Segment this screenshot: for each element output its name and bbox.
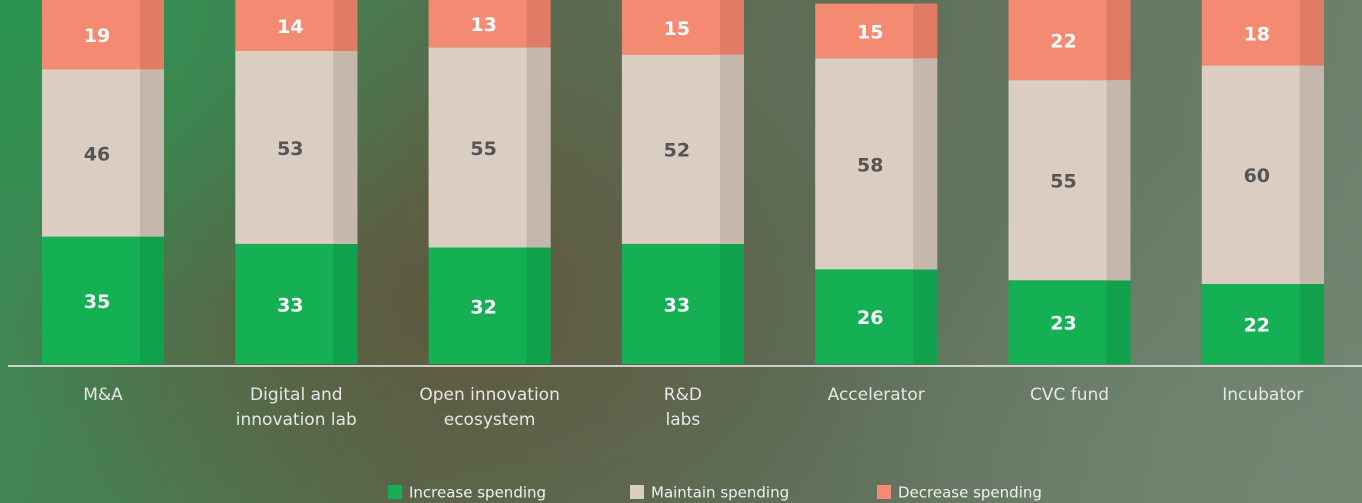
value-label: 13 <box>470 14 496 36</box>
bar-side <box>333 0 358 51</box>
value-label: 15 <box>664 18 690 40</box>
value-label: 19 <box>84 25 110 47</box>
legend-swatch <box>877 485 891 499</box>
bar-side <box>526 47 551 248</box>
value-label: 22 <box>1050 31 1076 53</box>
x-tick-label: M&A <box>83 385 123 405</box>
bar-side <box>526 247 551 364</box>
value-label: 53 <box>277 138 303 160</box>
bar-side <box>333 50 358 244</box>
value-label: 14 <box>277 16 303 38</box>
bar-side <box>140 0 164 70</box>
bar-side <box>719 54 744 244</box>
bar-side <box>913 58 938 270</box>
value-label: 35 <box>84 291 110 313</box>
bar-side <box>1106 280 1131 364</box>
bar-side <box>913 3 938 59</box>
value-label: 18 <box>1244 23 1270 45</box>
bar-side <box>333 243 358 364</box>
x-tick-label: CVC fund <box>1029 385 1110 405</box>
value-label: 58 <box>857 154 883 176</box>
bar-side <box>1299 283 1324 364</box>
x-tick-label: Digital and innovation lab <box>235 385 357 430</box>
value-label: 23 <box>1050 313 1076 335</box>
bar-side <box>140 236 164 364</box>
bar-side <box>526 0 551 48</box>
legend-label: Increase spending <box>409 484 546 502</box>
value-label: 55 <box>1050 171 1076 193</box>
x-tick-label: Incubator <box>1222 385 1304 405</box>
legend-swatch <box>630 485 644 499</box>
value-label: 26 <box>857 307 883 329</box>
value-label: 33 <box>664 294 690 316</box>
value-label: 46 <box>84 143 110 165</box>
bar-side <box>913 269 938 364</box>
value-label: 55 <box>470 138 496 160</box>
legend-label: Maintain spending <box>651 484 789 502</box>
bar-side <box>140 69 164 237</box>
x-tick-label: R&D labs <box>663 385 702 430</box>
bar-side <box>1106 0 1131 81</box>
bar-side <box>719 0 744 55</box>
value-label: 33 <box>277 294 303 316</box>
legend-swatch <box>388 485 402 499</box>
bar-side <box>1106 80 1131 281</box>
bar-side <box>1299 65 1324 284</box>
value-label: 52 <box>664 140 690 162</box>
value-label: 60 <box>1244 165 1270 187</box>
value-label: 15 <box>857 21 883 43</box>
x-tick-label: Open innovation ecosystem <box>419 385 560 430</box>
x-tick-label: Accelerator <box>827 385 925 405</box>
value-label: 32 <box>470 296 496 318</box>
bar-side <box>719 243 744 364</box>
value-label: 22 <box>1244 314 1270 336</box>
legend-label: Decrease spending <box>898 484 1042 502</box>
bar-side <box>1299 0 1324 66</box>
